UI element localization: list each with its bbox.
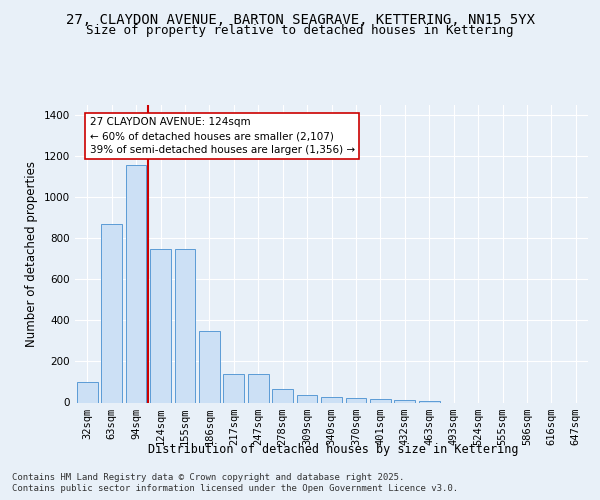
Bar: [346, 398, 367, 402]
Text: Contains HM Land Registry data © Crown copyright and database right 2025.: Contains HM Land Registry data © Crown c…: [12, 472, 404, 482]
Bar: [77, 382, 98, 402]
Bar: [394, 400, 415, 402]
Bar: [175, 248, 196, 402]
Bar: [272, 389, 293, 402]
Bar: [248, 374, 269, 402]
Bar: [199, 330, 220, 402]
Bar: [125, 164, 146, 402]
Bar: [223, 374, 244, 402]
Y-axis label: Number of detached properties: Number of detached properties: [25, 161, 38, 347]
Text: 27, CLAYDON AVENUE, BARTON SEAGRAVE, KETTERING, NN15 5YX: 27, CLAYDON AVENUE, BARTON SEAGRAVE, KET…: [65, 12, 535, 26]
Bar: [150, 248, 171, 402]
Text: Size of property relative to detached houses in Kettering: Size of property relative to detached ho…: [86, 24, 514, 37]
Text: Distribution of detached houses by size in Kettering: Distribution of detached houses by size …: [148, 442, 518, 456]
Bar: [321, 398, 342, 402]
Bar: [370, 400, 391, 402]
Bar: [296, 396, 317, 402]
Text: 27 CLAYDON AVENUE: 124sqm
← 60% of detached houses are smaller (2,107)
39% of se: 27 CLAYDON AVENUE: 124sqm ← 60% of detac…: [89, 118, 355, 156]
Text: Contains public sector information licensed under the Open Government Licence v3: Contains public sector information licen…: [12, 484, 458, 493]
Bar: [101, 224, 122, 402]
